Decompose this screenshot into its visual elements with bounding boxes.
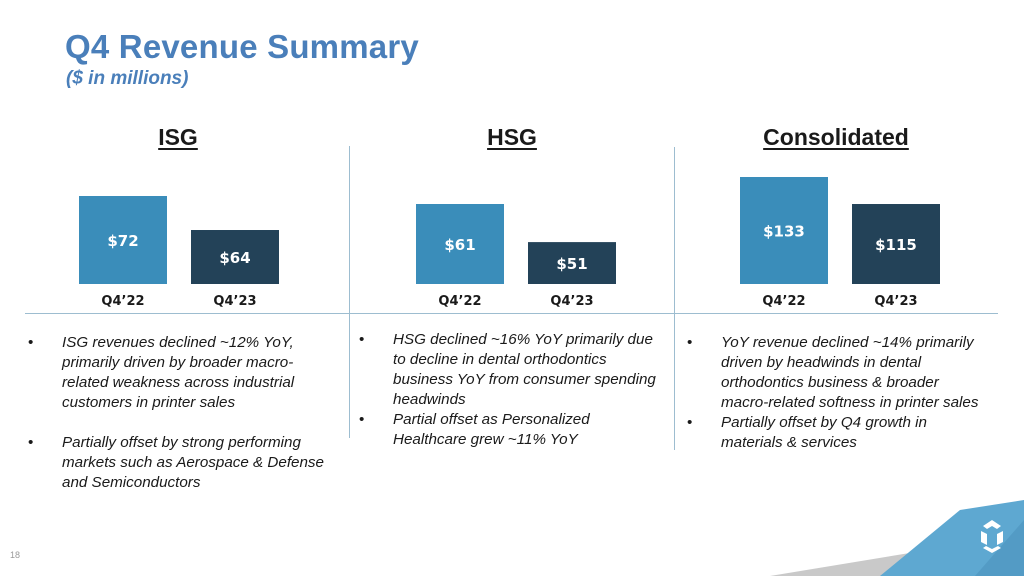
bullet-text: YoY revenue declined ~14% primarily driv… bbox=[721, 334, 979, 411]
bullet-dot: • bbox=[28, 434, 34, 451]
data-label: $133 bbox=[763, 223, 805, 241]
bar-consolidated-0 bbox=[740, 177, 828, 284]
bullet-dot: • bbox=[359, 331, 365, 348]
bar-hsg-1 bbox=[528, 242, 616, 284]
bar-charts: $72 Q4’22 $64 Q4’23 $61 Q4’22 $51 Q4’23 $133 Q4’2… bbox=[79, 177, 940, 309]
segment-title-isg: ISG bbox=[158, 124, 198, 150]
category-label: Q4’22 bbox=[438, 294, 481, 309]
category-label: Q4’22 bbox=[762, 294, 805, 309]
bullets-hsg: • HSG declined ~16% YoY primarily due to … bbox=[355, 330, 667, 450]
bullet-text: Partially offset by strong performing ma… bbox=[62, 434, 324, 491]
page-number: 18 bbox=[10, 550, 21, 560]
chart-isg: $72 Q4’22 $64 Q4’23 bbox=[79, 196, 279, 309]
category-label: Q4’22 bbox=[101, 294, 144, 309]
chart-hsg: $61 Q4’22 $51 Q4’23 bbox=[416, 204, 616, 309]
divider-vertical-left bbox=[349, 146, 350, 438]
bar-hsg-0 bbox=[416, 204, 504, 284]
bullet-text: ISG revenues declined ~12% YoY, primaril… bbox=[62, 334, 295, 411]
category-label: Q4’23 bbox=[550, 294, 593, 309]
divider-horizontal bbox=[25, 313, 998, 314]
data-label: $51 bbox=[556, 255, 587, 273]
bar-isg-0 bbox=[79, 196, 167, 284]
bullet-dot: • bbox=[687, 414, 693, 431]
bullet-item: • Partial offset as Personalized Healthca… bbox=[355, 410, 667, 450]
page-title: Q4 Revenue Summary bbox=[65, 28, 419, 65]
logo-3d-systems-icon bbox=[981, 520, 1003, 553]
bullet-dot: • bbox=[28, 334, 34, 351]
data-label: $61 bbox=[444, 236, 475, 254]
bullet-dot: • bbox=[687, 334, 693, 351]
bullets-consolidated: • YoY revenue declined ~14% primarily dri… bbox=[683, 333, 983, 453]
category-label: Q4’23 bbox=[213, 294, 256, 309]
bullet-item: • Partially offset by Q4 growth in materi… bbox=[683, 413, 983, 453]
segment-title-consolidated: Consolidated bbox=[763, 124, 909, 150]
corner-blue-shape bbox=[880, 500, 1024, 576]
bar-isg-1 bbox=[191, 230, 279, 284]
data-label: $72 bbox=[107, 232, 138, 250]
page-subtitle: ($ in millions) bbox=[66, 68, 189, 89]
bullet-item: • Partially offset by strong performing m… bbox=[24, 433, 339, 493]
bullet-item: • YoY revenue declined ~14% primarily dri… bbox=[683, 333, 983, 413]
chart-consolidated: $133 Q4’22 $115 Q4’23 bbox=[740, 177, 940, 309]
bullet-text: Partially offset by Q4 growth in materia… bbox=[721, 414, 927, 451]
bullet-text: HSG declined ~16% YoY primarily due to d… bbox=[393, 331, 656, 408]
segment-title-hsg: HSG bbox=[487, 124, 537, 150]
bar-consolidated-1 bbox=[852, 204, 940, 284]
category-label: Q4’23 bbox=[874, 294, 917, 309]
bullet-item: • HSG declined ~16% YoY primarily due to … bbox=[355, 330, 667, 410]
bullet-item: • ISG revenues declined ~12% YoY, primari… bbox=[24, 333, 339, 413]
divider-vertical-right bbox=[674, 147, 675, 450]
bullets-isg: • ISG revenues declined ~12% YoY, primari… bbox=[24, 333, 339, 493]
data-label: $64 bbox=[219, 249, 250, 267]
data-label: $115 bbox=[875, 236, 917, 254]
bullet-text: Partial offset as Personalized Healthcar… bbox=[393, 411, 590, 448]
bullet-dot: • bbox=[359, 411, 365, 428]
